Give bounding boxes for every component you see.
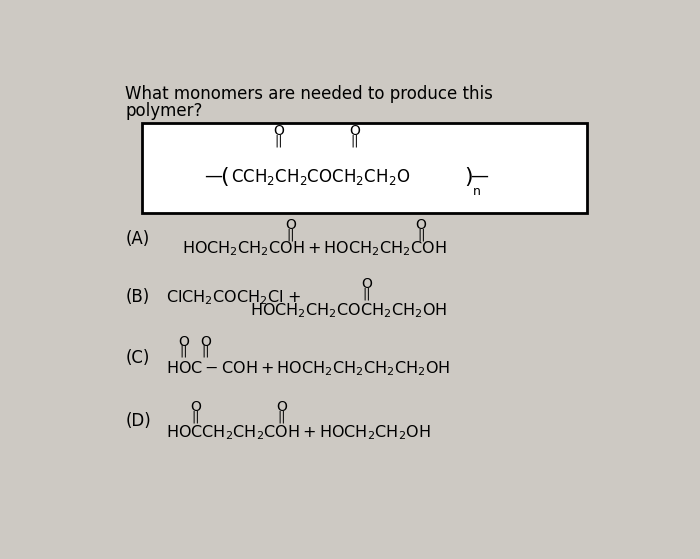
Text: $\mathregular{HOCH_2CH_2COCH_2CH_2OH}$: $\mathregular{HOCH_2CH_2COCH_2CH_2OH}$ (251, 301, 447, 320)
Text: O: O (416, 219, 426, 233)
Text: O: O (273, 124, 284, 138)
Text: n: n (473, 184, 480, 197)
Text: ): ) (465, 167, 473, 187)
Text: O: O (349, 124, 360, 138)
Text: —: — (204, 167, 222, 184)
Text: ||: || (202, 345, 210, 358)
Text: $\mathregular{HOCCH_2CH_2COH + HOCH_2CH_2OH}$: $\mathregular{HOCCH_2CH_2COH + HOCH_2CH_… (166, 424, 431, 442)
Text: O: O (190, 400, 202, 414)
Text: $\mathregular{HOC-COH + HOCH_2CH_2CH_2CH_2OH}$: $\mathregular{HOC-COH + HOCH_2CH_2CH_2CH… (166, 359, 451, 378)
Text: O: O (178, 335, 190, 349)
Text: ||: || (363, 287, 371, 300)
Text: (C): (C) (125, 349, 150, 367)
Text: polymer?: polymer? (125, 102, 203, 120)
Text: ||: || (180, 345, 188, 358)
Text: (D): (D) (125, 412, 151, 430)
Text: (B): (B) (125, 288, 150, 306)
Text: O: O (361, 277, 372, 291)
Text: $\mathregular{HOCH_2CH_2COH + HOCH_2CH_2COH}$: $\mathregular{HOCH_2CH_2COH + HOCH_2CH_2… (183, 239, 447, 258)
Text: ||: || (287, 229, 295, 241)
Text: What monomers are needed to produce this: What monomers are needed to produce this (125, 85, 494, 103)
Text: O: O (200, 335, 211, 349)
Text: ||: || (277, 410, 286, 423)
Text: —: — (470, 167, 488, 184)
Text: ||: || (417, 229, 426, 241)
Text: O: O (286, 219, 296, 233)
Bar (141, 123, 587, 214)
Text: (: ( (220, 167, 229, 187)
Text: O: O (276, 400, 287, 414)
Text: $\mathregular{ClCH_2COCH_2Cl}$ +: $\mathregular{ClCH_2COCH_2Cl}$ + (166, 288, 302, 307)
Text: $\mathregular{CCH_2CH_2COCH_2CH_2O}$: $\mathregular{CCH_2CH_2COCH_2CH_2O}$ (231, 167, 410, 187)
Text: ||: || (350, 134, 358, 147)
Text: ||: || (192, 410, 200, 423)
Text: (A): (A) (125, 230, 150, 248)
Text: ||: || (274, 134, 283, 147)
